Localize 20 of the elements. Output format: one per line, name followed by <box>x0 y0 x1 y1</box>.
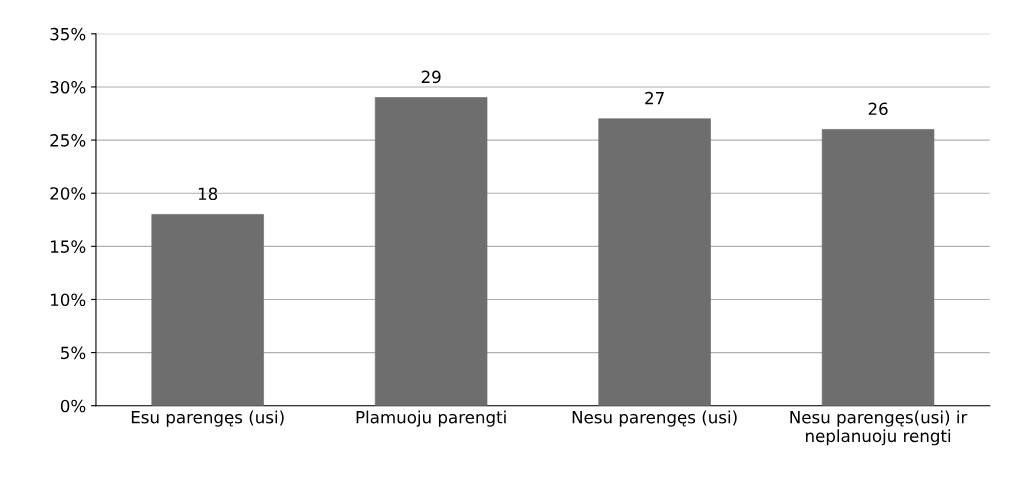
x-tick-label: Esu parengęs (usi) <box>131 410 284 427</box>
bar <box>151 214 264 406</box>
bar <box>374 97 488 406</box>
data-label: 26 <box>868 102 888 116</box>
bar <box>821 129 935 406</box>
y-tick-label: 25% <box>50 134 86 147</box>
y-tick-label: 10% <box>51 293 86 307</box>
y-tick-label: 0% <box>60 399 86 413</box>
data-label: 27 <box>645 91 664 105</box>
y-tick-label: 35% <box>50 27 86 41</box>
bar <box>598 118 711 406</box>
data-label: 18 <box>198 187 218 201</box>
y-tick-label: 30% <box>50 80 86 94</box>
y-tick-label: 20% <box>50 187 86 200</box>
x-tick-label: Plamuoju parengti <box>356 410 506 427</box>
data-label: 29 <box>421 70 441 84</box>
x-tick-label: Nesu parengęs (usi) <box>572 410 737 427</box>
y-tick-label: 5% <box>61 346 86 360</box>
x-tick-label: Nesu parengęs(usi) ir neplanuoju rengti <box>790 410 968 446</box>
y-tick-label: 15% <box>51 240 86 253</box>
